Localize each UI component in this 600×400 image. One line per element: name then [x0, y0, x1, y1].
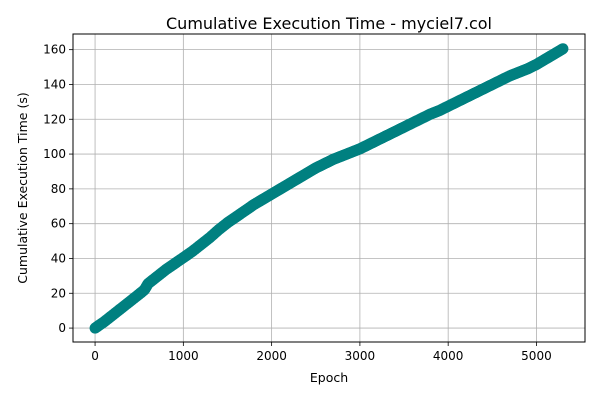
y-tick-label: 100 — [43, 147, 66, 161]
y-tick-label: 60 — [51, 217, 66, 231]
x-tick-label: 3000 — [345, 349, 376, 363]
x-tick-label: 1000 — [168, 349, 199, 363]
chart-title: Cumulative Execution Time - myciel7.col — [166, 14, 492, 33]
y-tick-label: 140 — [43, 77, 66, 91]
y-tick-label: 0 — [58, 321, 66, 335]
y-tick-label: 40 — [51, 251, 66, 265]
x-tick-label: 2000 — [256, 349, 287, 363]
x-axis-label: Epoch — [310, 370, 348, 385]
series-execution-time — [89, 43, 569, 334]
x-tick-label: 4000 — [433, 349, 464, 363]
y-axis-label: Cumulative Execution Time (s) — [15, 92, 30, 283]
y-tick-label: 80 — [51, 182, 66, 196]
y-tick-label: 120 — [43, 112, 66, 126]
x-axis: 0 1000 2000 3000 4000 5000 — [91, 342, 552, 363]
x-tick-label: 0 — [91, 349, 99, 363]
y-tick-label: 20 — [51, 286, 66, 300]
data-point — [557, 43, 569, 55]
y-tick-label: 160 — [43, 43, 66, 57]
plot-frame — [72, 33, 586, 343]
y-axis: 0 20 40 60 80 100 120 140 160 — [43, 43, 73, 335]
x-tick-label: 5000 — [521, 349, 552, 363]
